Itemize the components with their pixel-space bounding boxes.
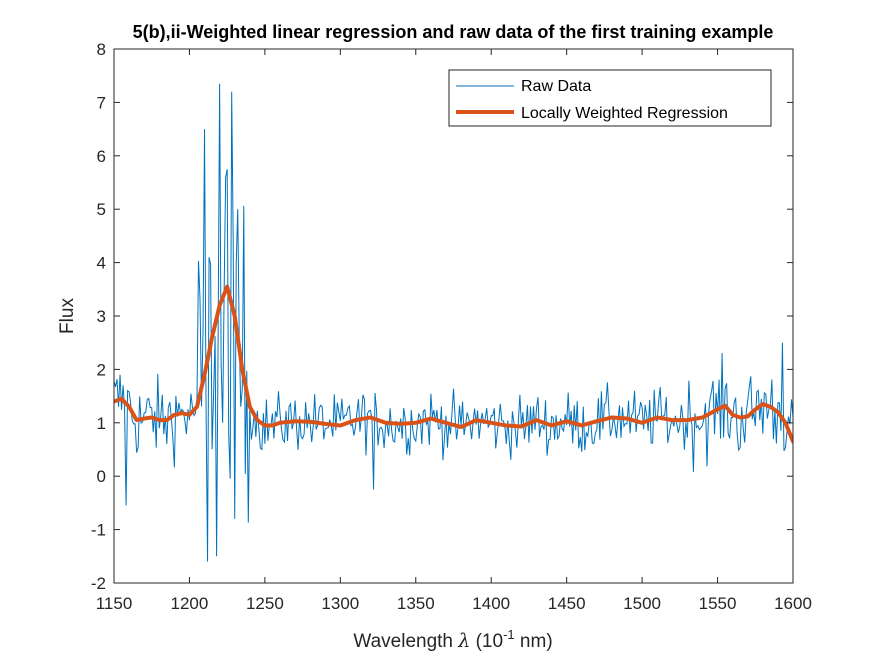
y-tick-label: -1 — [91, 521, 106, 540]
y-tick-label: 8 — [97, 40, 106, 59]
legend-label-raw: Raw Data — [521, 78, 591, 95]
y-axis: -2 -1 0 1 2 3 4 5 6 7 8 — [91, 40, 793, 593]
regression-line — [114, 284, 793, 444]
y-tick-label: 4 — [97, 254, 106, 273]
x-axis-label: Wavelength λ (10-1 nm) — [353, 627, 552, 652]
chart-title: 5(b),ii-Weighted linear regression and r… — [133, 22, 774, 42]
legend: Raw Data Locally Weighted Regression — [448, 69, 772, 127]
y-tick-label: 0 — [97, 467, 106, 486]
y-tick-label: 6 — [97, 147, 106, 166]
x-tick-label: 1550 — [699, 594, 737, 613]
y-tick-label: 2 — [97, 360, 106, 379]
y-tick-label: -2 — [91, 574, 106, 593]
x-tick-label: 1600 — [774, 594, 812, 613]
x-tick-label: 1250 — [246, 594, 284, 613]
legend-label-regression: Locally Weighted Regression — [521, 105, 728, 122]
x-tick-label: 1300 — [321, 594, 359, 613]
y-tick-label: 3 — [97, 307, 106, 326]
raw-data-line — [114, 83, 793, 562]
x-tick-label: 1350 — [397, 594, 435, 613]
x-tick-label: 1200 — [171, 594, 209, 613]
y-tick-label: 7 — [97, 93, 106, 112]
legend-box — [448, 69, 772, 127]
x-axis: 1150 1200 1250 1300 1350 1400 1450 1500 1550 1600 — [96, 49, 812, 613]
x-tick-label: 1500 — [623, 594, 661, 613]
x-tick-label: 1150 — [96, 594, 133, 613]
x-tick-label: 1400 — [472, 594, 510, 613]
y-tick-label: 5 — [97, 200, 106, 219]
y-tick-label: 1 — [97, 414, 106, 433]
y-axis-label: Flux — [57, 298, 78, 334]
plot-area — [114, 83, 793, 562]
x-tick-label: 1450 — [548, 594, 586, 613]
